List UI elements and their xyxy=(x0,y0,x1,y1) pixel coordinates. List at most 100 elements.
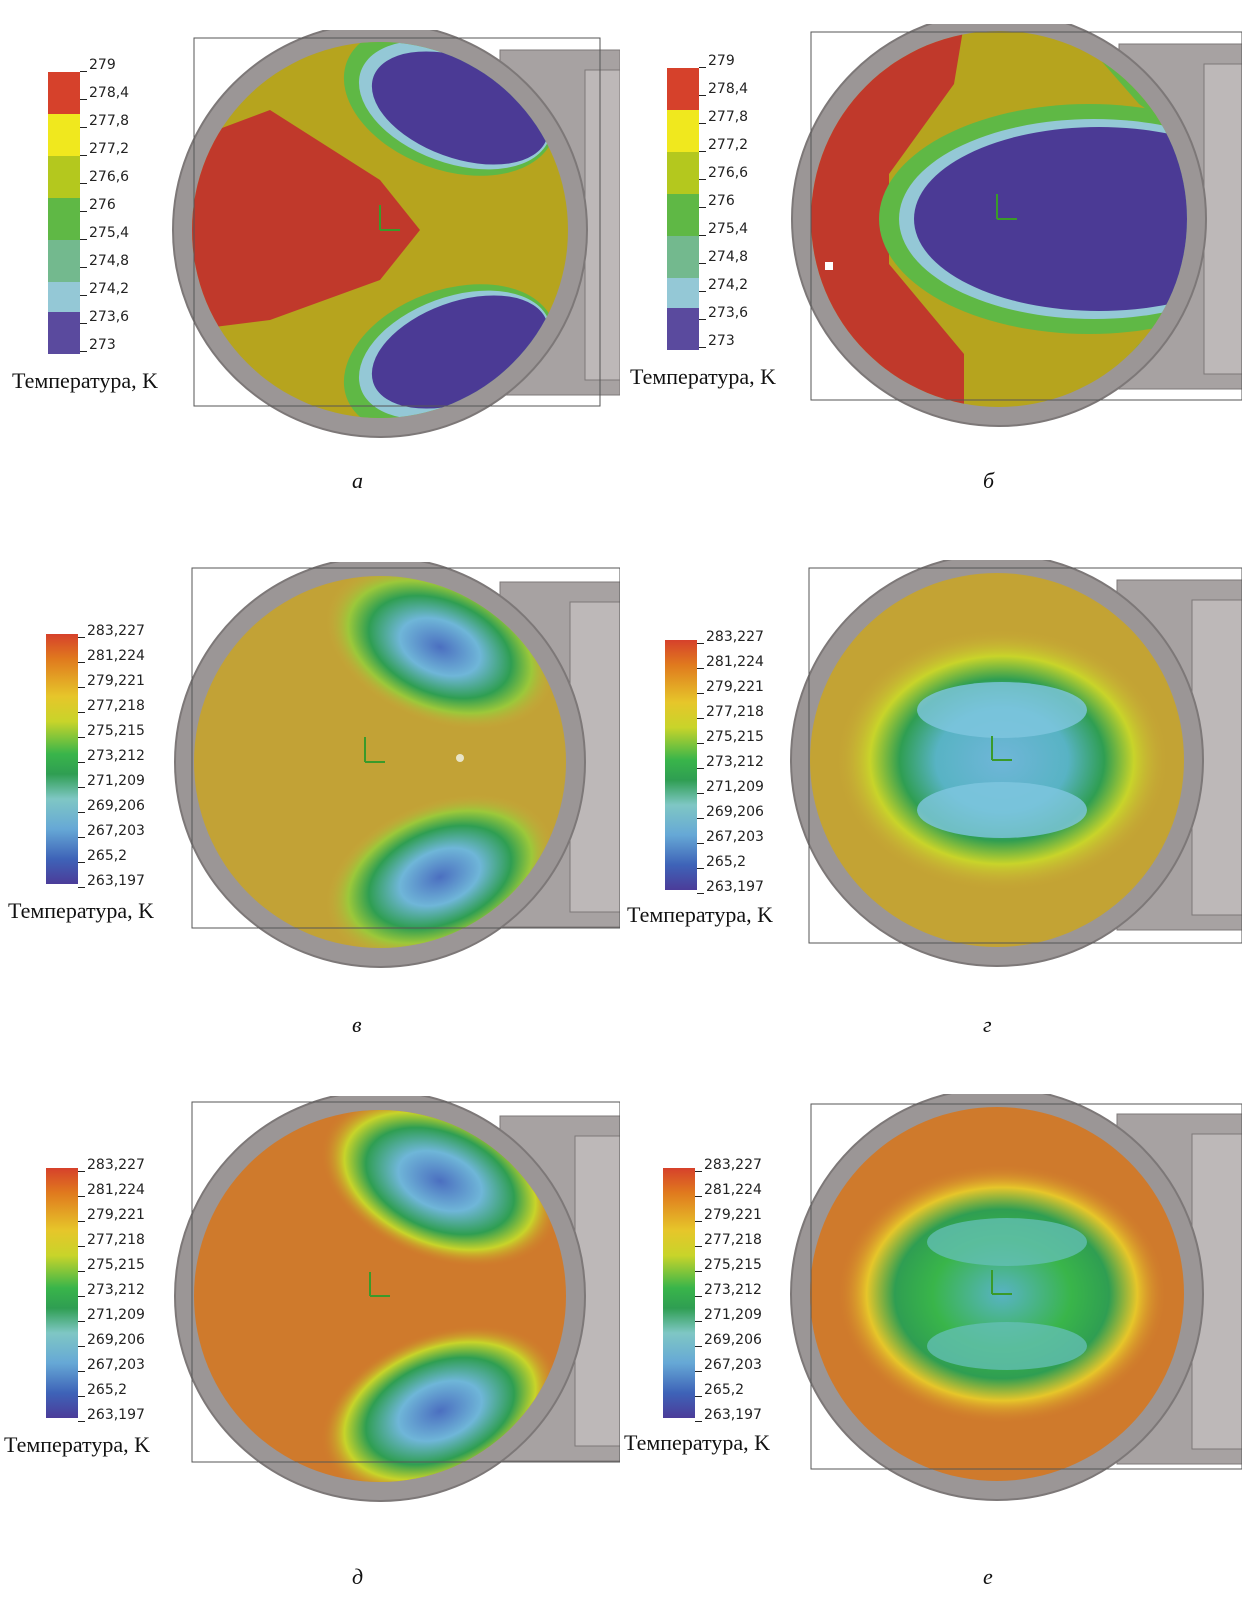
legend-tick: 269,206 xyxy=(78,1333,145,1347)
panel-caption: г xyxy=(983,1012,992,1037)
legend-tick: 274,8 xyxy=(699,250,748,264)
legend-tick: 267,203 xyxy=(697,830,764,844)
legend-unit-label: Температура, K xyxy=(630,364,776,389)
temperature-legend: 283,227 281,224 279,221 277,218 275,215 … xyxy=(663,1158,803,1422)
legend-tick: 281,224 xyxy=(78,1183,145,1197)
panel-caption: в xyxy=(352,1012,362,1037)
temperature-legend: 283,227 281,224 279,221 277,218 275,215 … xyxy=(46,624,186,888)
legend-unit-label: Температура, K xyxy=(627,902,773,927)
legend-tick: 283,227 xyxy=(78,624,145,638)
legend-tick: 279,221 xyxy=(78,674,145,688)
legend-color-bar xyxy=(46,634,78,884)
legend-color-bar xyxy=(663,1168,695,1418)
legend-tick: 273,212 xyxy=(78,749,145,763)
panel-g: 283,227 281,224 279,221 277,218 275,215 … xyxy=(621,534,1242,1068)
legend-color-bar xyxy=(48,72,80,354)
panel-caption: а xyxy=(352,468,363,493)
temperature-field-view xyxy=(790,1094,1242,1501)
temperature-field-view xyxy=(791,24,1242,427)
legend-unit-label: Температура, K xyxy=(4,1432,150,1457)
legend-tick: 275,215 xyxy=(78,724,145,738)
legend-tick: 273 xyxy=(699,334,735,348)
legend-color-bar xyxy=(46,1168,78,1418)
legend-tick: 273,212 xyxy=(78,1283,145,1297)
legend-tick: 283,227 xyxy=(78,1158,145,1172)
legend-tick: 275,215 xyxy=(78,1258,145,1272)
legend-tick: 279,221 xyxy=(695,1208,762,1222)
temperature-legend: 283,227 281,224 279,221 277,218 275,215 … xyxy=(46,1158,186,1422)
legend-tick: 281,224 xyxy=(78,649,145,663)
legend-tick: 281,224 xyxy=(695,1183,762,1197)
legend-tick: 279 xyxy=(699,54,735,68)
legend-tick: 277,8 xyxy=(80,114,129,128)
legend-tick: 281,224 xyxy=(697,655,764,669)
legend-tick: 278,4 xyxy=(80,86,129,100)
legend-tick: 277,218 xyxy=(78,1233,145,1247)
temperature-field-view xyxy=(790,560,1242,967)
legend-tick: 263,197 xyxy=(78,874,145,888)
legend-tick: 269,206 xyxy=(78,799,145,813)
legend-tick: 277,218 xyxy=(697,705,764,719)
legend-tick: 273,6 xyxy=(699,306,748,320)
legend-unit-label: Температура, K xyxy=(624,1430,770,1455)
temperature-legend: 279 278,4 277,8 277,2 276,6 276 275,4 27… xyxy=(48,58,158,354)
temperature-legend: 279 278,4 277,8 277,2 276,6 276 275,4 27… xyxy=(667,54,777,350)
legend-tick: 271,209 xyxy=(78,1308,145,1322)
legend-color-bar xyxy=(667,68,699,350)
legend-tick: 267,203 xyxy=(695,1358,762,1372)
legend-tick: 274,2 xyxy=(80,282,129,296)
legend-tick: 275,215 xyxy=(695,1258,762,1272)
legend-tick: 276,6 xyxy=(80,170,129,184)
panel-b: 279 278,4 277,8 277,2 276,6 276 275,4 27… xyxy=(621,0,1242,534)
legend-tick: 277,8 xyxy=(699,110,748,124)
panel-v: 283,227 281,224 279,221 277,218 275,215 … xyxy=(0,534,621,1068)
legend-tick: 277,2 xyxy=(80,142,129,156)
legend-unit-label: Температура, K xyxy=(12,368,158,393)
legend-tick: 276 xyxy=(699,194,735,208)
legend-tick: 275,4 xyxy=(80,226,129,240)
legend-tick: 263,197 xyxy=(695,1408,762,1422)
legend-tick: 278,4 xyxy=(699,82,748,96)
legend-tick: 279,221 xyxy=(697,680,764,694)
panel-caption: е xyxy=(983,1564,993,1589)
legend-tick: 283,227 xyxy=(697,630,764,644)
legend-tick: 271,209 xyxy=(695,1308,762,1322)
legend-tick: 276,6 xyxy=(699,166,748,180)
legend-tick: 276 xyxy=(80,198,116,212)
legend-tick: 265,2 xyxy=(78,849,127,863)
panel-e: 283,227 281,224 279,221 277,218 275,215 … xyxy=(621,1068,1242,1602)
legend-tick: 267,203 xyxy=(78,1358,145,1372)
legend-tick: 271,209 xyxy=(697,780,764,794)
legend-tick: 283,227 xyxy=(695,1158,762,1172)
legend-tick: 273,212 xyxy=(697,755,764,769)
legend-tick: 273 xyxy=(80,338,116,352)
legend-tick: 263,197 xyxy=(78,1408,145,1422)
temperature-field-view xyxy=(174,1096,620,1502)
legend-tick: 265,2 xyxy=(697,855,746,869)
legend-unit-label: Температура, K xyxy=(8,898,154,923)
legend-tick: 263,197 xyxy=(697,880,764,894)
legend-tick: 269,206 xyxy=(695,1333,762,1347)
legend-color-bar xyxy=(665,640,697,890)
temperature-field-view xyxy=(172,30,620,438)
legend-tick: 275,4 xyxy=(699,222,748,236)
legend-tick: 269,206 xyxy=(697,805,764,819)
temperature-legend: 283,227 281,224 279,221 277,218 275,215 … xyxy=(665,630,805,894)
legend-tick: 273,6 xyxy=(80,310,129,324)
panel-a: 279 278,4 277,8 277,2 276,6 276 275,4 27… xyxy=(0,0,621,534)
panel-caption: д xyxy=(352,1564,364,1589)
legend-tick: 265,2 xyxy=(695,1383,744,1397)
panel-caption: б xyxy=(983,468,995,493)
legend-tick: 267,203 xyxy=(78,824,145,838)
legend-tick: 279,221 xyxy=(78,1208,145,1222)
legend-tick: 279 xyxy=(80,58,116,72)
temperature-field-view xyxy=(174,562,620,968)
legend-tick: 277,218 xyxy=(695,1233,762,1247)
legend-tick: 274,8 xyxy=(80,254,129,268)
legend-tick: 277,218 xyxy=(78,699,145,713)
legend-tick: 274,2 xyxy=(699,278,748,292)
panel-d: 283,227 281,224 279,221 277,218 275,215 … xyxy=(0,1068,621,1602)
legend-tick: 277,2 xyxy=(699,138,748,152)
legend-tick: 273,212 xyxy=(695,1283,762,1297)
legend-tick: 265,2 xyxy=(78,1383,127,1397)
